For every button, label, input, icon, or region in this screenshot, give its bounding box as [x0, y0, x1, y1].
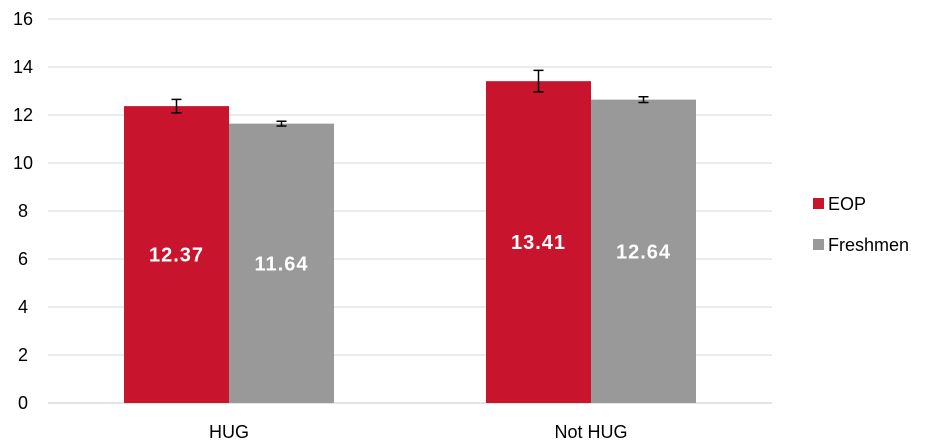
legend-label-eop: EOP	[828, 194, 866, 214]
data-label: 13.41	[511, 232, 566, 254]
bars	[124, 81, 696, 404]
legend-label-freshmen: Freshmen	[828, 235, 909, 255]
data-label: 11.64	[255, 253, 309, 275]
legend-swatch-freshmen	[813, 239, 824, 250]
y-tick-label: 12	[13, 105, 33, 125]
error-bars	[171, 69, 649, 127]
legend: EOP Freshmen	[813, 194, 909, 255]
data-labels: 12.37 11.64 13.41 12.64	[149, 232, 671, 275]
data-label: 12.37	[149, 245, 204, 267]
y-axis-ticks: 0 2 4 6 8 10 12 14 16	[13, 9, 33, 413]
y-tick-label: 10	[13, 153, 33, 173]
bar-eop-1	[486, 81, 591, 403]
data-label: 12.64	[616, 241, 671, 263]
y-tick-label: 4	[18, 297, 28, 317]
y-tick-label: 8	[18, 201, 28, 221]
y-tick-label: 6	[18, 249, 28, 269]
x-tick-label: Not HUG	[554, 422, 627, 442]
y-tick-label: 14	[13, 57, 33, 77]
bar-eop-0	[124, 106, 229, 404]
y-tick-label: 16	[13, 9, 33, 29]
bar-freshmen-1	[591, 99, 696, 403]
y-tick-label: 2	[18, 345, 28, 365]
x-tick-label: HUG	[209, 422, 249, 442]
y-tick-label: 0	[18, 393, 28, 413]
x-axis-labels: HUG Not HUG	[209, 422, 628, 442]
bar-freshmen-0	[229, 123, 334, 403]
legend-swatch-eop	[813, 198, 824, 209]
